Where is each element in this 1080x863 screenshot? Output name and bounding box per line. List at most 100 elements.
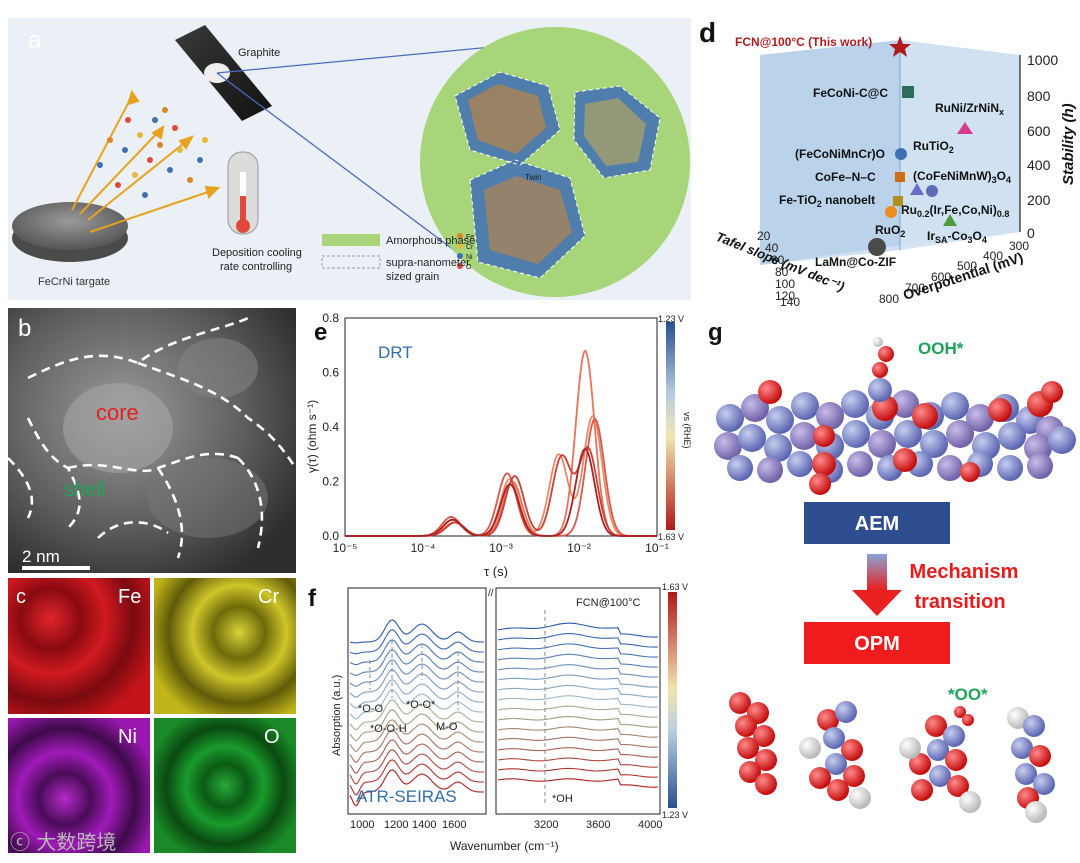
aem-box bbox=[804, 502, 950, 544]
seiras-spectrum-right bbox=[497, 757, 659, 768]
seiras-spectrum-left bbox=[349, 639, 484, 666]
eds-map-cr bbox=[154, 578, 296, 714]
drt-x-tick: 10⁻² bbox=[567, 541, 591, 555]
lamn-marker bbox=[868, 238, 886, 256]
drt-x-label: τ (s) bbox=[484, 564, 508, 578]
seiras-spectrum-right bbox=[497, 747, 659, 758]
fetio2-marker bbox=[893, 196, 903, 206]
svg-text:100: 100 bbox=[775, 277, 795, 291]
seiras-spectrum-left bbox=[349, 689, 484, 720]
svg-text:800: 800 bbox=[879, 292, 899, 306]
seiras-x-ticks: 1000 1200 1400 1600 3200 3600 4000 bbox=[350, 819, 662, 831]
svg-text:1600: 1600 bbox=[442, 819, 466, 831]
peak-oo-star: *O-O* bbox=[406, 699, 436, 711]
ooh-label: OOH* bbox=[918, 339, 964, 358]
seiras-spectrum-right bbox=[497, 622, 659, 638]
cooling-label-2: rate controlling bbox=[220, 261, 292, 273]
svg-text:600: 600 bbox=[931, 270, 951, 284]
panel-d-letter: d bbox=[699, 17, 716, 48]
back-wall-left bbox=[760, 40, 900, 265]
this-work-star bbox=[889, 36, 911, 57]
opm-cluster-1 bbox=[729, 692, 777, 795]
seiras-sample: FCN@100°C bbox=[576, 597, 641, 609]
peak-oh: *OH bbox=[552, 793, 573, 805]
seiras-spectrum-right bbox=[497, 726, 659, 738]
seiras-spectrum-right bbox=[497, 653, 659, 668]
seiras-spectrum-right bbox=[497, 716, 659, 728]
drt-title: DRT bbox=[378, 343, 413, 362]
drt-colorbar bbox=[666, 322, 675, 530]
runi-label: RuNi/ZrNiNx bbox=[935, 101, 1004, 117]
grain-legend-label-2: sized grain bbox=[386, 271, 439, 283]
z-axis-label: Stability (h) bbox=[1060, 103, 1077, 185]
watermark: ⓒ 大数跨境 bbox=[10, 826, 116, 855]
opm-box bbox=[804, 622, 950, 664]
scale-bar bbox=[22, 566, 90, 570]
seiras-spectrum-left bbox=[349, 649, 484, 676]
panel-b: core shell 2 nm b bbox=[7, 308, 298, 573]
target-label: FeCrNi targate bbox=[38, 276, 110, 288]
panel-c-letter: c bbox=[16, 586, 26, 608]
drt-plot-frame bbox=[344, 317, 658, 537]
z-axis-ticks: 1000 800 600 400 200 0 bbox=[1027, 52, 1058, 241]
drt-colorbar-bottom: 1.63 V bbox=[658, 532, 684, 542]
drt-x-tick: 10⁻⁵ bbox=[333, 541, 358, 555]
svg-text:Cr: Cr bbox=[466, 244, 474, 251]
drt-series-line bbox=[345, 446, 657, 537]
svg-text:800: 800 bbox=[1027, 88, 1051, 104]
seiras-spectrum-right bbox=[497, 736, 659, 748]
cofenc-label: CoFe–N–C bbox=[815, 170, 876, 184]
seiras-spectra bbox=[349, 619, 659, 807]
seiras-spectrum-left bbox=[349, 769, 484, 807]
seiras-y-label: Absorption (a.u.) bbox=[331, 675, 343, 756]
cofenimnw-label: (CoFeNiMnW)3O4 bbox=[913, 169, 1011, 185]
panel-g-letter: g bbox=[708, 319, 723, 346]
transition-arrow bbox=[852, 554, 902, 616]
panel-d-3d-chart: d 1000 800 600 400 200 0 Stability (h) 2… bbox=[699, 17, 1077, 309]
eds-map-fe bbox=[8, 578, 150, 714]
seiras-spectrum-left bbox=[349, 679, 484, 709]
seiras-spectrum-left bbox=[349, 699, 484, 731]
seiras-spectrum-right bbox=[497, 705, 659, 718]
feconi-label: FeCoNi-C@C bbox=[813, 86, 888, 100]
panel-b-letter: b bbox=[18, 315, 31, 342]
oo-label: *OO* bbox=[948, 685, 988, 704]
y-axis-ticks: 800 700 600 500 400 300 bbox=[879, 239, 1029, 306]
panel-c: c Fe Cr Ni O bbox=[8, 578, 296, 853]
zoom-line-bottom bbox=[216, 72, 471, 263]
amorphous-legend-label: Amorphous phase bbox=[386, 235, 475, 247]
seiras-spectrum-left bbox=[349, 749, 484, 785]
eds-map-ni bbox=[8, 718, 150, 853]
watermark-text: 大数跨境 bbox=[36, 830, 117, 854]
drt-colorbar-top: 1.23 V bbox=[658, 314, 684, 324]
svg-text:700: 700 bbox=[905, 281, 925, 295]
panel-f: f // *O-O *O-O-H *O-O* M-O *OH FCN@100°C… bbox=[300, 580, 700, 858]
drt-y-tick: 0.2 bbox=[322, 475, 339, 489]
ir-co3o4-label: IrSA-Co3O4 bbox=[927, 229, 987, 245]
grain-legend-label-1: supra-nanometer bbox=[386, 257, 470, 269]
opm-cluster-4 bbox=[1007, 707, 1055, 823]
svg-text:Fe: Fe bbox=[466, 234, 474, 241]
y-axis-label: Overpotential (mV) bbox=[901, 249, 1025, 303]
svg-text:600: 600 bbox=[1027, 123, 1051, 139]
ni-map-label: Ni bbox=[118, 726, 137, 748]
panel-a-illustration: a FeCrNi targate Graphite Deposition coo… bbox=[8, 18, 691, 300]
tem-image: core shell 2 nm b bbox=[7, 308, 298, 573]
seiras-colorbar bbox=[668, 592, 677, 808]
drt-y-tick: 0.8 bbox=[322, 311, 339, 325]
svg-text:4000: 4000 bbox=[638, 819, 662, 831]
panel-a-letter: a bbox=[28, 27, 42, 54]
svg-text:O: O bbox=[466, 264, 472, 271]
seiras-spectrum-left bbox=[349, 669, 484, 698]
seiras-spectrum-left bbox=[349, 719, 484, 753]
drt-chart: e DRT 0.00.20.40.60.8 10⁻⁵ 10⁻⁴ 10⁻³ 10⁻² 10… bbox=[305, 311, 692, 579]
opm-label: OPM bbox=[854, 633, 900, 655]
drt-series-line bbox=[345, 447, 657, 537]
grain-boundaries bbox=[7, 316, 298, 559]
seiras-spectrum-left bbox=[349, 659, 484, 687]
drt-x-tick: 10⁻³ bbox=[489, 541, 513, 555]
svg-text:3200: 3200 bbox=[534, 819, 558, 831]
element-legend: Fe Cr Ni O bbox=[457, 233, 474, 271]
svg-text:300: 300 bbox=[1009, 239, 1029, 253]
svg-text:140: 140 bbox=[780, 295, 800, 308]
